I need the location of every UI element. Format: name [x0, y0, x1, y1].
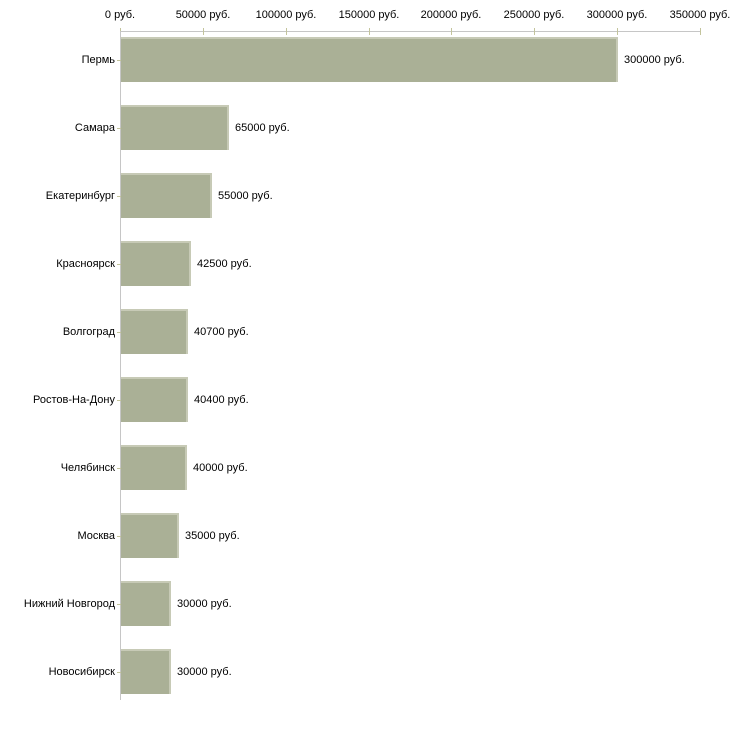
x-tick-label: 300000 руб.	[586, 9, 648, 21]
bar	[121, 173, 212, 218]
y-tick-mark	[117, 672, 123, 673]
category-label: Красноярск	[56, 258, 115, 270]
value-label: 42500 руб.	[197, 258, 252, 270]
bar	[121, 445, 187, 490]
x-tick-label: 150000 руб.	[338, 9, 400, 21]
category-label: Пермь	[81, 54, 115, 66]
category-label: Ростов-На-Дону	[32, 394, 115, 406]
bar	[121, 581, 171, 626]
bar	[121, 37, 618, 82]
x-tick-label: 350000 руб.	[669, 9, 730, 21]
x-tick-mark	[700, 28, 701, 35]
y-tick-mark	[117, 332, 123, 333]
x-tick-label: 100000 руб.	[255, 9, 317, 21]
y-tick-mark	[117, 128, 123, 129]
x-tick-mark	[534, 28, 535, 35]
category-label: Екатеринбург	[45, 190, 115, 202]
y-tick-mark	[117, 468, 123, 469]
bar	[121, 309, 188, 354]
bar	[121, 513, 179, 558]
value-label: 30000 руб.	[177, 598, 232, 610]
x-tick-mark	[203, 28, 204, 35]
bar	[121, 105, 229, 150]
y-tick-mark	[117, 264, 123, 265]
y-tick-mark	[117, 196, 123, 197]
category-label: Самара	[74, 122, 115, 134]
y-tick-mark	[117, 60, 123, 61]
category-label: Москва	[77, 530, 115, 542]
value-label: 40700 руб.	[194, 326, 249, 338]
y-tick-mark	[117, 536, 123, 537]
category-label: Челябинск	[60, 462, 115, 474]
value-label: 35000 руб.	[185, 530, 240, 542]
bar	[121, 377, 188, 422]
value-label: 55000 руб.	[218, 190, 273, 202]
value-label: 65000 руб.	[235, 122, 290, 134]
x-tick-label: 200000 руб.	[420, 9, 482, 21]
y-axis-line	[120, 31, 121, 700]
x-tick-mark	[369, 28, 370, 35]
value-label: 30000 руб.	[177, 666, 232, 678]
x-axis-line	[120, 31, 701, 32]
x-tick-mark	[286, 28, 287, 35]
x-tick-label: 50000 руб.	[175, 9, 231, 21]
x-tick-mark	[617, 28, 618, 35]
bar	[121, 649, 171, 694]
y-tick-mark	[117, 604, 123, 605]
x-tick-mark	[451, 28, 452, 35]
category-label: Нижний Новгород	[23, 598, 115, 610]
y-tick-mark	[117, 400, 123, 401]
value-label: 300000 руб.	[624, 54, 685, 66]
category-label: Волгоград	[62, 326, 115, 338]
value-label: 40400 руб.	[194, 394, 249, 406]
category-label: Новосибирск	[48, 666, 115, 678]
x-tick-label: 0 руб.	[104, 9, 136, 21]
value-label: 40000 руб.	[193, 462, 248, 474]
x-tick-label: 250000 руб.	[503, 9, 565, 21]
bar	[121, 241, 191, 286]
